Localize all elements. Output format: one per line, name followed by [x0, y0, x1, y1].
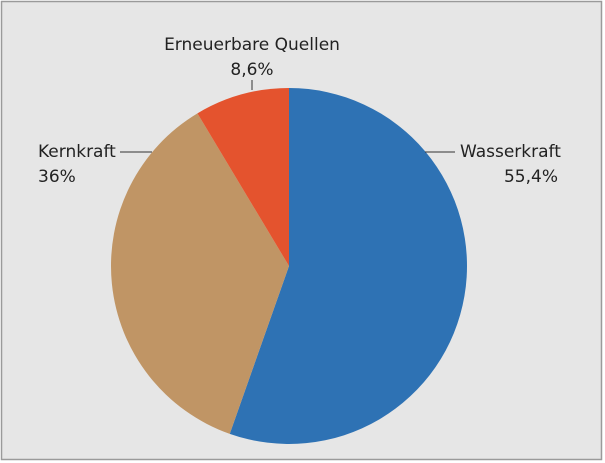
pie-slice — [229, 88, 467, 444]
value-label: 36% — [38, 167, 76, 187]
slice-label: Erneuerbare Quellen — [164, 35, 340, 55]
pie-slice — [110, 113, 289, 434]
value-label: 8,6% — [230, 60, 273, 80]
slice-label: Wasserkraft — [460, 142, 561, 162]
pie-slice — [197, 88, 289, 266]
slice-label: Kernkraft — [38, 142, 116, 162]
value-label: 55,4% — [504, 167, 558, 187]
